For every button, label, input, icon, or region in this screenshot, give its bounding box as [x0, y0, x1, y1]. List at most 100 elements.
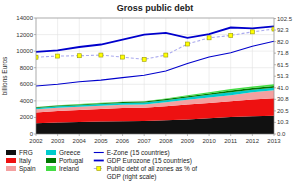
x-tick [252, 134, 253, 136]
legend-label: FRG [19, 149, 33, 156]
y2-tick-label: 71.8 [277, 50, 289, 56]
x-tick [209, 134, 210, 136]
y2-tick [274, 110, 276, 111]
legend-label: Ireland [59, 165, 79, 172]
marker [142, 57, 146, 61]
legend-label: Greece [59, 149, 81, 156]
grid [36, 18, 274, 134]
y2-tick-label: 61.5 [277, 62, 289, 68]
x-tick [79, 134, 80, 136]
y-tick-label: 10000 [16, 48, 33, 54]
y-tick [34, 134, 36, 135]
y2-tick-label: 41.0 [277, 85, 289, 91]
y-tick-label: 8000 [20, 65, 34, 71]
legend-swatch [46, 150, 56, 155]
marker [56, 54, 60, 58]
legend-label: GDP Eurozone (15 countries) [107, 157, 192, 165]
y-grid-line [36, 67, 274, 68]
y-tick-label: 4000 [20, 98, 34, 104]
x-tick-label: 2009 [181, 138, 195, 144]
y-tick [34, 67, 36, 68]
marker [99, 53, 103, 57]
legend-swatch [46, 158, 56, 163]
x-tick-label: 2007 [138, 138, 152, 144]
y-tick [34, 51, 36, 52]
legend-label: Portugal [59, 157, 84, 165]
legend-label: Public debt of all zones as % ofGDP (rig… [107, 165, 198, 181]
y2-tick-label: 92.3 [277, 27, 289, 33]
legend-label: E-Zone (15 countries) [107, 149, 170, 157]
x-tick-label: 2003 [51, 138, 65, 144]
y2-tick [274, 76, 276, 77]
x-tick [122, 134, 123, 136]
chart: Gross public debt billions Euros 2002 2003 2… [0, 0, 300, 186]
legend-label: Spain [19, 165, 36, 173]
x-tick [57, 134, 58, 136]
marker [164, 53, 168, 57]
x-tick-label: 2004 [73, 138, 87, 144]
y2-tick-label: 30.8 [277, 96, 289, 102]
legend-label: Italy [19, 157, 32, 165]
legend-swatch [6, 166, 16, 171]
y-axis-label: billions Euros [1, 56, 8, 95]
y2-tick [274, 41, 276, 42]
area [36, 84, 274, 107]
y-tick [34, 100, 36, 101]
y2-tick [274, 99, 276, 100]
x-tick [165, 134, 166, 136]
marker [250, 30, 254, 34]
y-tick [34, 18, 36, 19]
line [36, 29, 274, 59]
y-grid-line [36, 84, 274, 85]
marker [229, 33, 233, 37]
x-tick-label: 2012 [246, 138, 260, 144]
y2-tick-label: 10.3 [277, 119, 289, 125]
x-tick-label: 2006 [116, 138, 130, 144]
y2-tick [274, 30, 276, 31]
legend-swatch [6, 158, 16, 163]
marker [207, 36, 211, 40]
y2-tick [274, 53, 276, 54]
y-tick-label: 2000 [20, 114, 34, 120]
x-tick-label: 2002 [29, 138, 43, 144]
legend-swatch [94, 160, 104, 162]
plot-frame [36, 18, 274, 134]
marker [185, 42, 189, 46]
y-tick [34, 84, 36, 85]
y2-tick-label: 82.0 [277, 39, 289, 45]
plot-marks [36, 26, 274, 134]
legend-swatch [6, 150, 16, 155]
y-tick [34, 34, 36, 35]
y2-tick-label: 20.5 [277, 108, 289, 114]
y2-tick-label: 0.0 [277, 131, 286, 137]
x-tick-label: 2005 [94, 138, 108, 144]
x-tick-label: 2010 [202, 138, 216, 144]
y-tick-label: 12000 [16, 32, 33, 38]
x-tick-label: 2013 [267, 138, 281, 144]
marker [77, 54, 81, 58]
legend-marker [97, 167, 101, 171]
y-tick-label: 0 [30, 131, 34, 137]
legend-swatch [94, 152, 104, 153]
title: Gross public debt [117, 3, 194, 13]
x-tick [230, 134, 231, 136]
x-tick [100, 134, 101, 136]
legend-swatch [46, 166, 56, 171]
marker [121, 55, 125, 59]
x-tick [144, 134, 145, 136]
x-tick-label: 2011 [224, 138, 238, 144]
y-tick-label: 14000 [16, 15, 33, 21]
y-tick-label: 6000 [20, 81, 34, 87]
y2-tick [274, 64, 276, 65]
y2-tick-label: 102.5 [277, 16, 293, 22]
x-tick [187, 134, 188, 136]
legend: FRGItalySpain GreecePortugalIreland E-Zone… [6, 149, 197, 181]
y2-tick [274, 87, 276, 88]
x-tick-label: 2008 [159, 138, 173, 144]
y-tick [34, 117, 36, 118]
line [36, 26, 274, 52]
y2-tick [274, 122, 276, 123]
y2-tick [274, 134, 276, 135]
y2-tick [274, 18, 276, 19]
y2-tick-label: 51.3 [277, 73, 289, 79]
